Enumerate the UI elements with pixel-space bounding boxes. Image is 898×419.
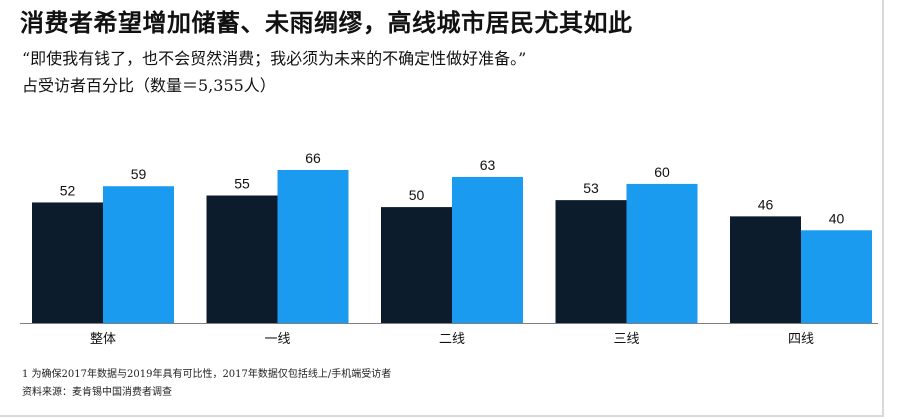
bar-light-2: [452, 176, 523, 323]
category-label: 三线: [613, 332, 639, 347]
bar-dark-4: [730, 216, 801, 323]
category-label: 一线: [264, 332, 290, 347]
chart-footnote: 1 为确保2017年数据与2019年具有可比性，2017年数据仅包括线上/手机端…: [22, 369, 392, 380]
category-label: 二线: [439, 332, 465, 347]
data-label: 50: [409, 187, 425, 203]
bar-dark-2: [381, 207, 452, 323]
data-label: 53: [583, 180, 599, 196]
data-label: 40: [829, 210, 845, 226]
data-label: 55: [234, 176, 250, 192]
data-label: 52: [60, 182, 76, 198]
bar-dark-1: [206, 195, 278, 323]
bar-light-3: [626, 183, 698, 323]
bar-light-1: [277, 170, 349, 323]
data-label: 60: [654, 164, 670, 180]
data-label: 66: [305, 150, 321, 166]
chart-subtitle: 占受访者百分比（数量＝5,355人）: [22, 76, 276, 95]
chart-title: 消费者希望增加储蓄、未雨绸缪，高线城市居民尤其如此: [20, 9, 633, 37]
bar-light-4: [801, 230, 872, 323]
data-label: 46: [758, 196, 774, 212]
bar-light-0: [103, 186, 174, 323]
figure-frame: [0, 0, 884, 417]
category-label: 四线: [788, 332, 814, 347]
data-label: 63: [480, 157, 496, 173]
bar-dark-0: [32, 202, 103, 323]
category-label: 整体: [90, 332, 116, 347]
chart-source: 资料来源：麦肯锡中国消费者调查: [22, 387, 172, 398]
data-label: 59: [131, 166, 147, 182]
bar-dark-3: [555, 200, 627, 323]
chart-quote: “即使我有钱了，也不会贸然消费；我必须为未来的不确定性做好准备。”: [22, 49, 527, 68]
